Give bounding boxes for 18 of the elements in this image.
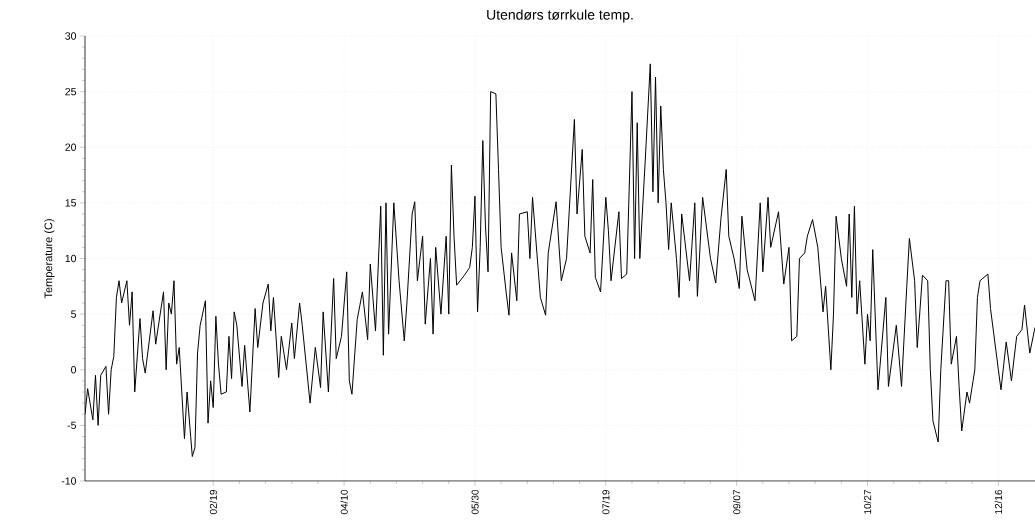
- chart-title: Utendørs tørrkule temp.: [487, 9, 633, 23]
- y-axis-title: Temperature (C): [44, 219, 55, 299]
- x-tick-label: 02/19: [209, 489, 217, 515]
- x-tick-label: 05/30: [471, 489, 479, 515]
- x-tick-label: 09/07: [732, 490, 741, 515]
- y-tick-label: 25: [65, 87, 77, 96]
- y-tick-label: 0: [71, 366, 77, 374]
- y-tick-label: -5: [67, 421, 77, 430]
- x-tick-label: 10/27: [863, 490, 872, 514]
- x-tick-label: 12/16: [994, 489, 1003, 514]
- x-tick-label: 07/19: [602, 489, 610, 515]
- y-tick-label: 20: [65, 143, 77, 151]
- x-tick-label: 04/10: [340, 489, 348, 515]
- y-tick-label: 30: [65, 32, 77, 40]
- y-tick-label: -10: [61, 477, 77, 485]
- y-tick-label: 10: [65, 254, 77, 263]
- y-tick-label: 15: [65, 199, 77, 207]
- y-tick-label: 5: [71, 310, 77, 318]
